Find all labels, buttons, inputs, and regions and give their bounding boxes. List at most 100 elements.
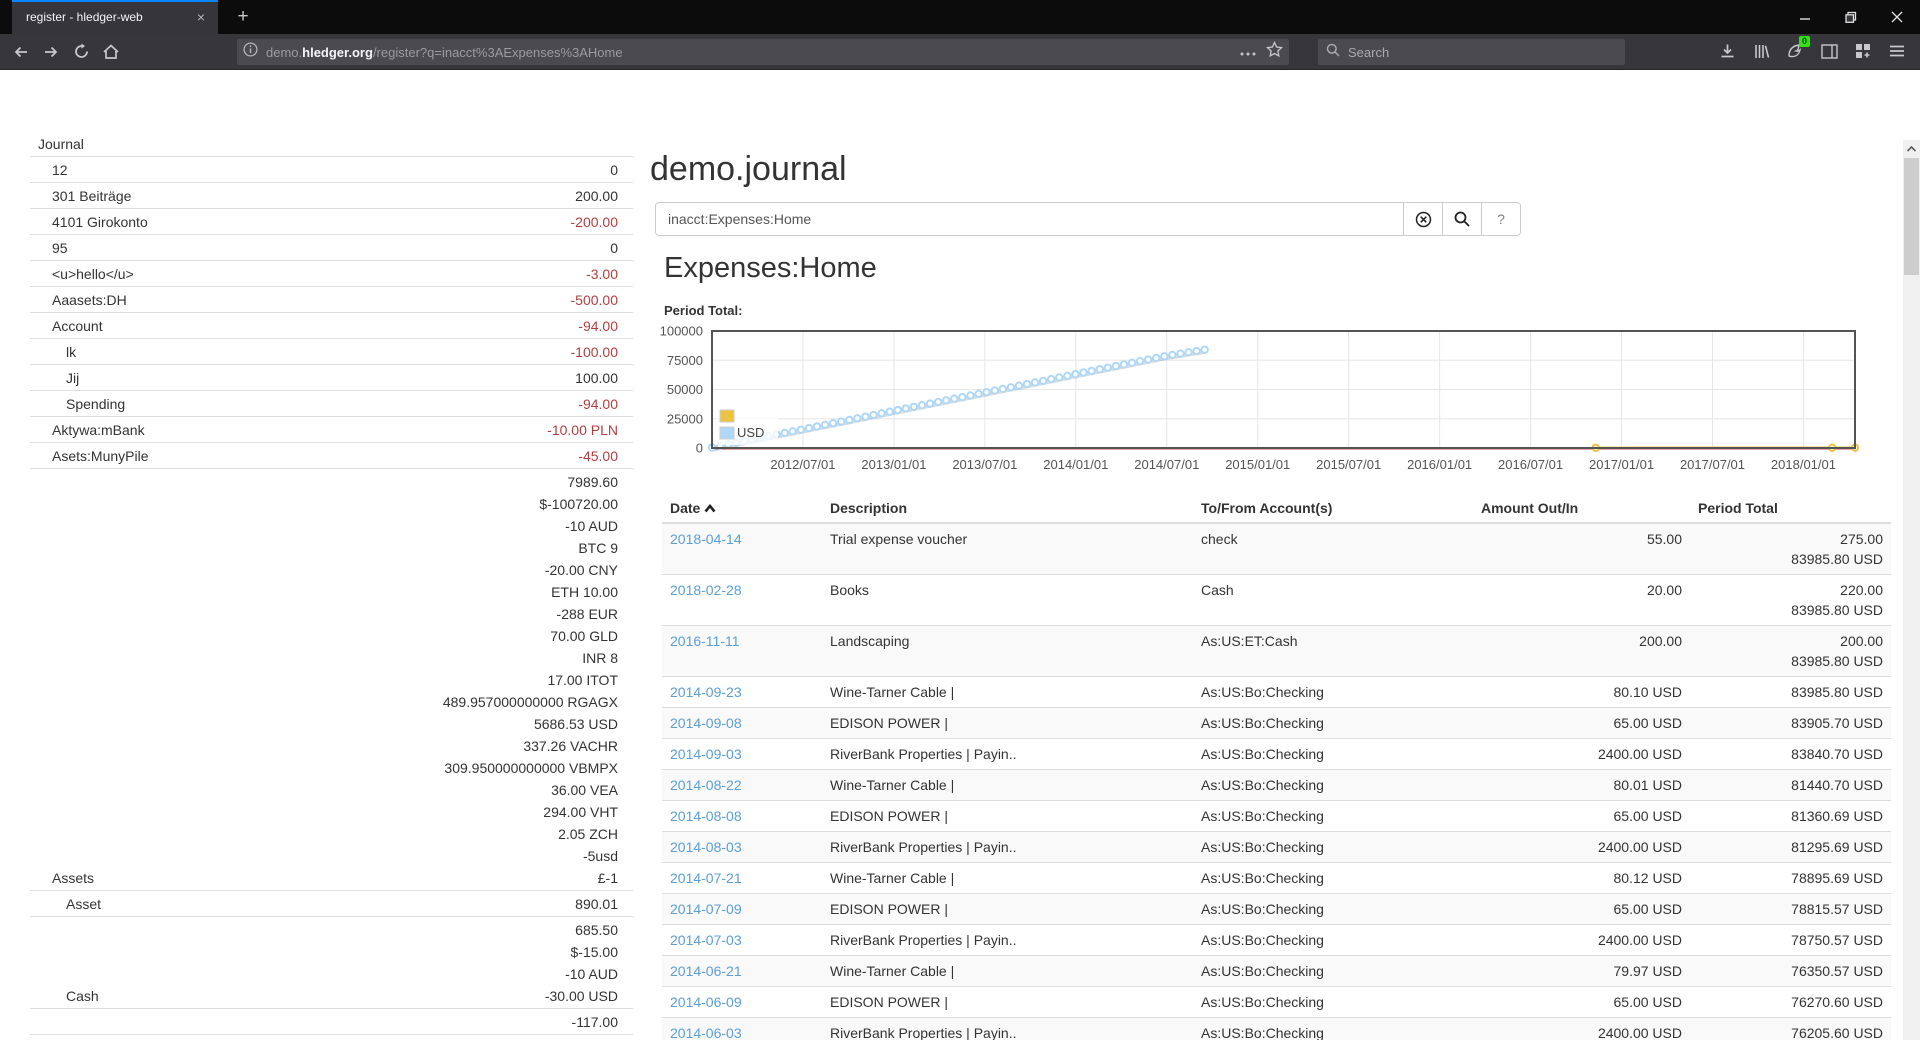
account-row[interactable]: 4101 Girokonto -200.00 <box>30 209 633 235</box>
account-row[interactable]: Asets:MunyPile -45.00 <box>30 443 633 469</box>
clear-query-button[interactable] <box>1404 202 1443 236</box>
transaction-account[interactable]: As:US:Bo:Checking <box>1193 1017 1473 1040</box>
account-row[interactable]: 12 0 <box>30 157 633 183</box>
account-name[interactable]: Asets:MunyPile <box>52 448 149 464</box>
table-row[interactable]: 2018-02-28 Books Cash 20.00 220.00 83985.80 U… <box>662 574 1891 626</box>
table-row[interactable]: 2014-09-03 RiverBank Properties | Payin..… <box>662 738 1891 770</box>
table-row[interactable]: 2014-09-08 EDISON POWER | As:US:Bo:Checkin… <box>662 707 1891 739</box>
transaction-date-link[interactable]: 2014-06-21 <box>670 963 742 979</box>
query-search-input[interactable] <box>655 202 1404 236</box>
reload-icon[interactable] <box>66 38 96 66</box>
transaction-account[interactable]: As:US:Bo:Checking <box>1193 800 1473 832</box>
account-row[interactable]: lk -100.00 <box>30 339 633 365</box>
extension-icon[interactable]: 0 <box>1780 36 1810 65</box>
transaction-account[interactable]: As:US:Bo:Checking <box>1193 769 1473 801</box>
transaction-date-link[interactable]: 2014-08-22 <box>670 777 742 793</box>
menu-icon[interactable] <box>1882 37 1912 65</box>
account-row[interactable]: Journal <box>30 131 633 157</box>
transaction-account[interactable]: As:US:ET:Cash <box>1193 625 1473 677</box>
transaction-date-link[interactable]: 2018-04-14 <box>670 531 742 547</box>
account-row[interactable]: Aktywa:mBank -10.00 PLN <box>30 417 633 443</box>
account-row[interactable]: Spending -94.00 <box>30 391 633 417</box>
home-icon[interactable] <box>96 38 126 66</box>
tab-close-icon[interactable]: × <box>196 9 206 25</box>
account-name[interactable]: <u>hello</u> <box>52 266 134 282</box>
scrollbar-up-icon[interactable] <box>1903 140 1920 157</box>
table-row[interactable]: 2014-09-23 Wine-Tarner Cable | As:US:Bo:Ch… <box>662 676 1891 708</box>
search-help-button[interactable]: ? <box>1482 202 1521 236</box>
browser-tab[interactable]: register - hledger-web × <box>12 0 218 34</box>
table-row[interactable]: 2014-07-03 RiverBank Properties | Payin..… <box>662 924 1891 956</box>
table-row[interactable]: 2014-06-03 RiverBank Properties | Payin..… <box>662 1017 1891 1040</box>
column-header-date[interactable]: Date <box>662 494 822 524</box>
account-row[interactable]: Assets 7989.60 $-100720.00 -10 AUD BTC 9 -20.… <box>30 469 633 891</box>
account-name[interactable]: 301 Beiträge <box>52 188 132 204</box>
account-row[interactable]: 301 Beiträge 200.00 <box>30 183 633 209</box>
account-name[interactable]: lk <box>66 344 77 360</box>
table-row[interactable]: 2014-07-09 EDISON POWER | As:US:Bo:Checkin… <box>662 893 1891 925</box>
period-total-chart[interactable]: 0 25000 50000 75000 100000 2012/07/01 2013/01/… <box>650 320 1890 483</box>
account-name[interactable]: 12 <box>52 162 68 178</box>
account-name[interactable]: Jij <box>66 370 80 386</box>
account-row[interactable]: Jij 100.00 <box>30 365 633 391</box>
transaction-account[interactable]: As:US:Bo:Checking <box>1193 924 1473 956</box>
transaction-date-link[interactable]: 2014-08-08 <box>670 808 742 824</box>
account-name[interactable]: Asset <box>66 896 102 912</box>
url-bar[interactable]: demo.hledger.org/register?q=inacct%3AExp… <box>237 39 1289 65</box>
transaction-date-link[interactable]: 2014-07-21 <box>670 870 742 886</box>
transaction-account[interactable]: As:US:Bo:Checking <box>1193 707 1473 739</box>
account-name[interactable]: 4101 Girokonto <box>52 214 148 230</box>
account-name[interactable]: Journal <box>38 136 84 152</box>
account-row[interactable]: Aaasets:DH -500.00 <box>30 287 633 313</box>
account-row[interactable]: Asset 890.01 <box>30 891 633 917</box>
grid-icon[interactable] <box>1848 37 1878 65</box>
table-row[interactable]: 2014-06-09 EDISON POWER | As:US:Bo:Checkin… <box>662 986 1891 1018</box>
back-icon[interactable] <box>6 38 36 66</box>
transaction-account[interactable]: As:US:Bo:Checking <box>1193 862 1473 894</box>
transaction-date-link[interactable]: 2014-09-03 <box>670 746 742 762</box>
transaction-date-link[interactable]: 2016-11-11 <box>670 633 740 649</box>
account-name[interactable]: Cash <box>66 988 99 1004</box>
account-row[interactable]: 95 0 <box>30 235 633 261</box>
minimize-icon[interactable] <box>1782 0 1828 33</box>
transaction-date-link[interactable]: 2014-09-08 <box>670 715 742 731</box>
transaction-date-link[interactable]: 2014-07-09 <box>670 901 742 917</box>
page-actions-icon[interactable] <box>1240 43 1256 61</box>
transaction-date-link[interactable]: 2014-09-23 <box>670 684 742 700</box>
close-icon[interactable] <box>1874 0 1920 33</box>
account-row[interactable]: Cash 685.50 $-15.00 -10 AUD -30.00 USD <box>30 917 633 1009</box>
transaction-date-link[interactable]: 2014-06-03 <box>670 1025 742 1040</box>
transaction-account[interactable]: As:US:Bo:Checking <box>1193 955 1473 987</box>
table-row[interactable]: 2014-08-08 EDISON POWER | As:US:Bo:Checkin… <box>662 800 1891 832</box>
page-scrollbar[interactable] <box>1903 140 1920 1040</box>
restore-icon[interactable] <box>1828 0 1874 33</box>
table-row[interactable]: 2014-06-21 Wine-Tarner Cable | As:US:Bo:Ch… <box>662 955 1891 987</box>
account-name[interactable]: Assets <box>52 870 95 886</box>
transaction-account[interactable]: check <box>1193 522 1473 575</box>
transaction-date-link[interactable]: 2018-02-28 <box>670 582 742 598</box>
library-icon[interactable] <box>1746 37 1776 65</box>
transaction-account[interactable]: Cash <box>1193 574 1473 626</box>
forward-icon[interactable] <box>36 38 66 66</box>
account-name[interactable]: Spending <box>66 396 126 412</box>
new-tab-button[interactable]: + <box>237 6 249 27</box>
info-icon[interactable] <box>243 42 258 62</box>
browser-search-field[interactable]: Search <box>1318 39 1625 65</box>
transaction-account[interactable]: As:US:Bo:Checking <box>1193 893 1473 925</box>
account-row[interactable]: Account -94.00 <box>30 313 633 339</box>
scrollbar-thumb[interactable] <box>1904 158 1919 275</box>
table-row[interactable]: 2018-04-14 Trial expense voucher check 55.0… <box>662 522 1891 575</box>
account-name[interactable]: Aktywa:mBank <box>52 422 145 438</box>
table-row[interactable]: 2016-11-11 Landscaping As:US:ET:Cash 200.00… <box>662 625 1891 677</box>
transaction-account[interactable]: As:US:Bo:Checking <box>1193 986 1473 1018</box>
account-name[interactable]: 95 <box>52 240 68 256</box>
transaction-date-link[interactable]: 2014-07-03 <box>670 932 742 948</box>
sidebar-icon[interactable] <box>1814 37 1844 65</box>
account-name[interactable]: Aaasets:DH <box>52 292 127 308</box>
transaction-account[interactable]: As:US:Bo:Checking <box>1193 676 1473 708</box>
transaction-account[interactable]: As:US:Bo:Checking <box>1193 831 1473 863</box>
table-row[interactable]: 2014-08-22 Wine-Tarner Cable | As:US:Bo:Ch… <box>662 769 1891 801</box>
table-row[interactable]: 2014-07-21 Wine-Tarner Cable | As:US:Bo:Ch… <box>662 862 1891 894</box>
account-row[interactable]: -117.00 <box>30 1009 633 1035</box>
transaction-account[interactable]: As:US:Bo:Checking <box>1193 738 1473 770</box>
